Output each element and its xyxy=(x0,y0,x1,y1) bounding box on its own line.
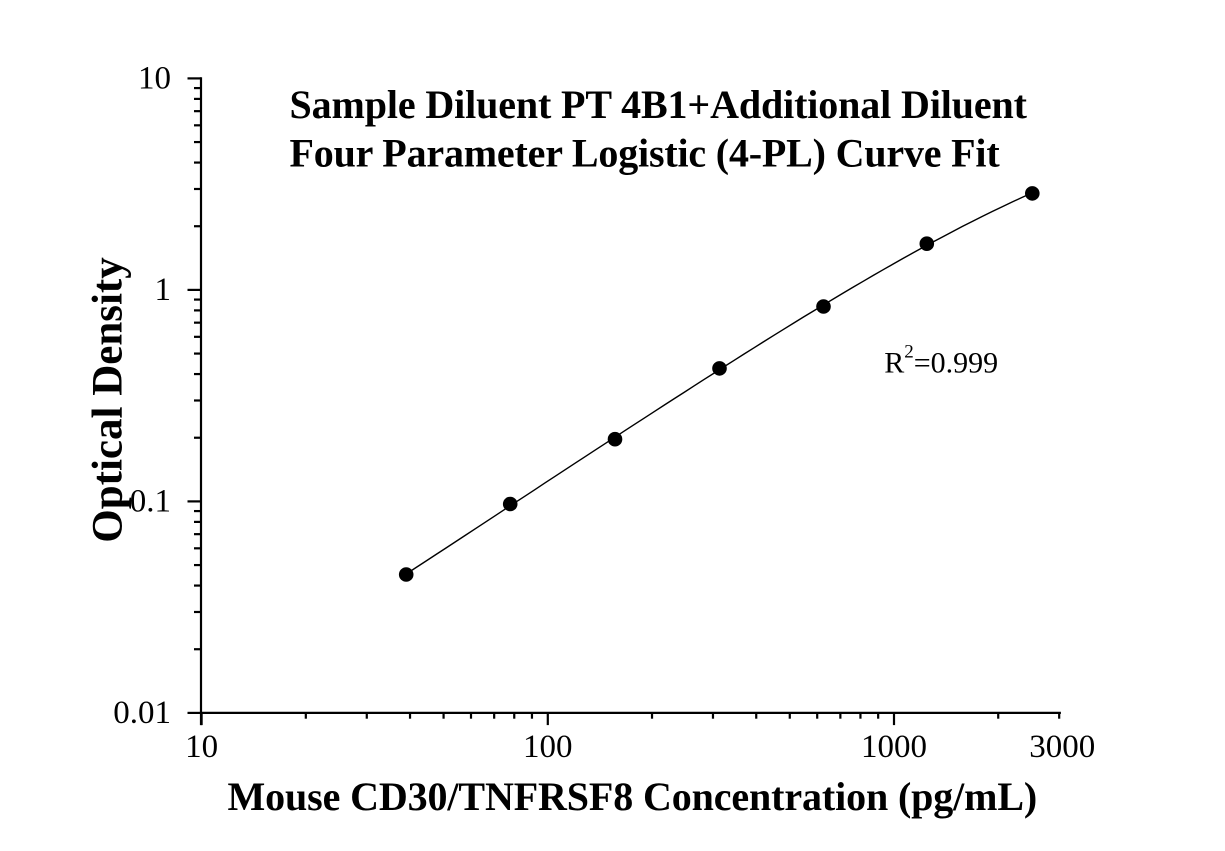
svg-text:Mouse CD30/TNFRSF8 Concentrati: Mouse CD30/TNFRSF8 Concentration (pg/mL) xyxy=(228,774,1038,819)
svg-text:Optical Density: Optical Density xyxy=(84,257,131,543)
svg-text:3000: 3000 xyxy=(1029,729,1095,765)
svg-text:1: 1 xyxy=(155,272,172,308)
svg-text:0.01: 0.01 xyxy=(113,695,171,731)
svg-text:Sample Diluent PT 4B1+Addition: Sample Diluent PT 4B1+Additional Diluent xyxy=(290,82,1028,127)
svg-text:10: 10 xyxy=(138,60,171,96)
svg-text:R2=0.999: R2=0.999 xyxy=(884,341,998,379)
svg-text:1000: 1000 xyxy=(861,729,927,765)
svg-text:10: 10 xyxy=(185,729,218,765)
svg-text:Four Parameter Logistic (4-PL): Four Parameter Logistic (4-PL) Curve Fit xyxy=(290,131,1001,176)
svg-text:100: 100 xyxy=(523,729,573,765)
svg-text:0.1: 0.1 xyxy=(130,483,171,519)
